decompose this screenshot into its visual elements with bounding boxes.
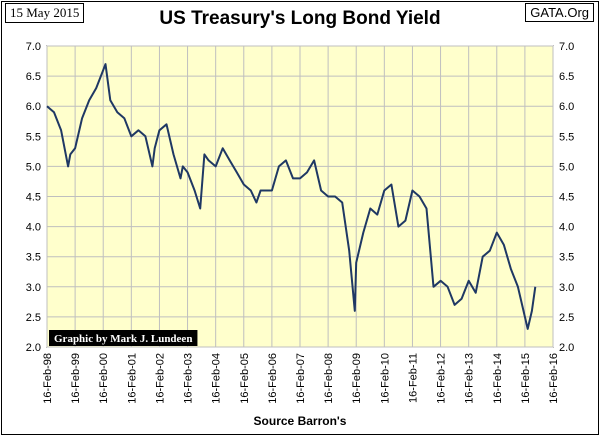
- y-tick-label-right: 5.5: [559, 131, 574, 143]
- y-tick-label-right: 7.0: [559, 41, 574, 53]
- x-tick-label: 16-Feb-15: [520, 353, 532, 404]
- chart-title: US Treasury's Long Bond Yield: [159, 8, 441, 29]
- y-tick-label-left: 2.0: [26, 342, 41, 354]
- y-tick-label-left: 4.5: [26, 192, 41, 204]
- y-tick-label-right: 6.0: [559, 101, 574, 113]
- x-tick-label: 16-Feb-99: [70, 353, 82, 404]
- x-tick-label: 16-Feb-07: [295, 353, 307, 404]
- y-tick-label-right: 5.0: [559, 161, 574, 173]
- y-tick-label-left: 2.5: [26, 312, 41, 324]
- x-tick-label: 16-Feb-05: [239, 353, 251, 404]
- y-tick-label-left: 5.0: [26, 161, 41, 173]
- x-tick-label: 16-Feb-98: [42, 353, 54, 404]
- y-tick-label-right: 2.5: [559, 312, 574, 324]
- x-tick-label: 16-Feb-02: [154, 353, 166, 404]
- y-axis-left: 2.0 2.5 3.0 3.5 4.0 4.5 5.0 5.5 6.0 6.5 7.0: [26, 41, 41, 354]
- x-tick-label: 16-Feb-10: [379, 353, 391, 404]
- y-tick-label-right: 6.5: [559, 71, 574, 83]
- y-tick-label-right: 4.5: [559, 192, 574, 204]
- x-tick-label: 16-Feb-08: [323, 353, 335, 404]
- x-tick-label: 16-Feb-13: [464, 353, 476, 404]
- x-tick-label: 16-Feb-12: [436, 353, 448, 404]
- y-tick-label-left: 5.5: [26, 131, 41, 143]
- x-tick-label: 16-Feb-03: [183, 353, 195, 404]
- y-tick-label-right: 2.0: [559, 342, 574, 354]
- x-tick-label: 16-Feb-11: [407, 353, 419, 403]
- source-label: GATA.Org: [525, 3, 594, 22]
- y-tick-label-left: 6.5: [26, 71, 41, 83]
- date-label: 15 May 2015: [5, 3, 85, 23]
- y-tick-label-right: 3.0: [559, 282, 574, 294]
- y-axis-right: 2.0 2.5 3.0 3.5 4.0 4.5 5.0 5.5 6.0 6.5 7.0: [559, 41, 574, 354]
- gridlines: [46, 45, 554, 348]
- x-tick-label: 16-Feb-00: [98, 353, 110, 404]
- x-tick-label: 16-Feb-09: [351, 353, 363, 404]
- x-tick-label: 16-Feb-04: [211, 353, 223, 404]
- y-tick-label-left: 3.0: [26, 282, 41, 294]
- x-tick-label: 16-Feb-16: [548, 353, 560, 404]
- y-tick-label-right: 4.0: [559, 222, 574, 234]
- watermark: Graphic by Mark J. Lundeen: [49, 330, 198, 346]
- x-axis-label: Source Barron's: [253, 414, 347, 428]
- series-line-long-bond-yield: [46, 63, 537, 330]
- x-tick-label: 16-Feb-01: [126, 353, 138, 404]
- watermark-text: Graphic by Mark J. Lundeen: [54, 333, 192, 345]
- y-tick-label-left: 3.5: [26, 252, 41, 264]
- x-tick-label: 16-Feb-06: [267, 353, 279, 404]
- x-tick-label: 16-Feb-14: [492, 353, 504, 404]
- y-tick-label-right: 3.5: [559, 252, 574, 264]
- y-tick-label-left: 6.0: [26, 101, 41, 113]
- watermark-background: [49, 330, 198, 346]
- y-tick-label-left: 7.0: [26, 41, 41, 53]
- x-axis: 16-Feb-98 16-Feb-99 16-Feb-00 16-Feb-01 16-F…: [42, 353, 560, 404]
- y-tick-label-left: 4.0: [26, 222, 41, 234]
